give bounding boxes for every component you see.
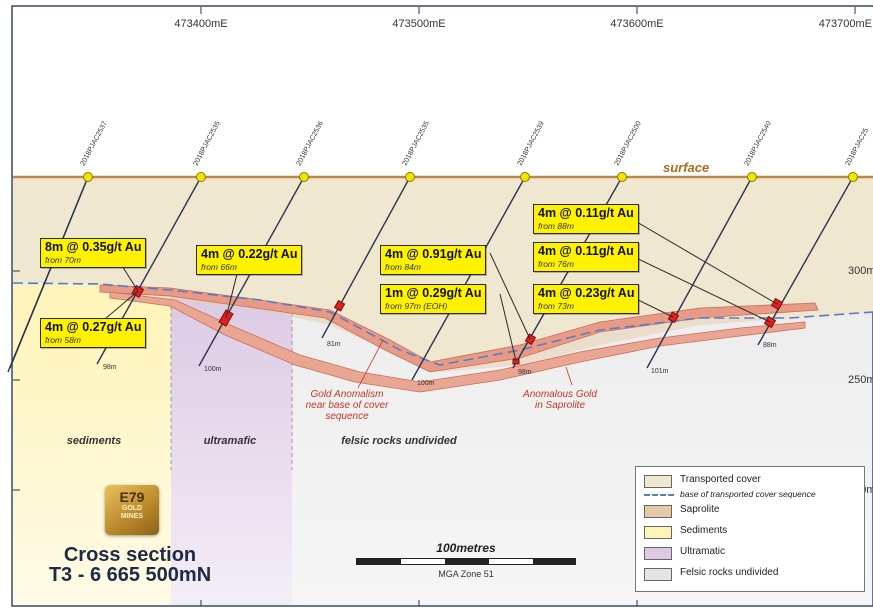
intercept-grade-3: 4m @ 0.22g/t Au xyxy=(201,247,298,261)
ultramafic-domain xyxy=(171,285,292,605)
intercept-box-4: 4m @ 0.91g/t Au from 84m xyxy=(380,245,487,275)
intercept-grade-4: 4m @ 0.91g/t Au xyxy=(385,247,482,261)
drill-hole-7 xyxy=(646,176,753,369)
title-line-1: Cross section xyxy=(63,544,197,566)
leader-7 xyxy=(629,254,771,323)
title-line-2: T3 - 6 665 500mN xyxy=(48,564,212,586)
legend-swatch-saprolite xyxy=(644,505,672,518)
intercept-grade-8: 4m @ 0.23g/t Au xyxy=(538,286,635,300)
rl-label-250: 250m xyxy=(848,374,873,386)
collar-5 xyxy=(520,172,530,182)
legend-label-ultramafic: Ultramatic xyxy=(680,546,726,557)
gold-anomalism-label-1: Gold Anomalism xyxy=(311,389,384,400)
legend-swatch-felsic xyxy=(644,568,672,581)
scale-graphic xyxy=(356,558,576,565)
company-logo: E79 GOLD MINES xyxy=(105,485,159,535)
intercept-box-1: 8m @ 0.35g/t Au from 70m xyxy=(40,238,147,268)
intercept-grade-1: 8m @ 0.35g/t Au xyxy=(45,240,142,254)
scale-zone: MGA Zone 51 xyxy=(438,569,494,579)
anomalous-gold-label-2: in Saprolite xyxy=(535,400,585,411)
interval-3 xyxy=(333,299,346,312)
drill-hole-4 xyxy=(321,176,411,339)
drill-hole-1 xyxy=(7,176,89,373)
intercept-from-2: from 58m xyxy=(45,335,81,345)
legend-label-base: base of transported cover sequence xyxy=(680,489,816,499)
collar-1 xyxy=(83,172,93,182)
collar-4 xyxy=(405,172,415,182)
leader-4 xyxy=(489,252,531,340)
legend-swatch-ultramafic xyxy=(644,547,672,560)
base-of-cover-line xyxy=(12,282,873,366)
upper-anomaly-band xyxy=(99,284,819,373)
easting-label-1: 473400mE xyxy=(174,18,227,30)
easting-label-2: 473500mE xyxy=(392,18,445,30)
intercept-box-5: 1m @ 0.29g/t Au from 97m (EOH) xyxy=(380,284,487,314)
collar-8 xyxy=(848,172,858,182)
intercept-from-1: from 70m xyxy=(45,255,81,265)
intercept-grade-7: 4m @ 0.11g/t Au xyxy=(538,244,634,258)
intercept-box-2: 4m @ 0.27g/t Au from 58m xyxy=(40,318,147,348)
easting-label-4: 473700mE xyxy=(819,18,872,30)
legend: Transported cover base of transported co… xyxy=(635,466,865,592)
drill-hole-8 xyxy=(757,176,854,346)
hole-depth-7: 88m xyxy=(763,342,777,349)
lith-sediments-label: sediments xyxy=(67,435,121,447)
intercept-box-6: 4m @ 0.11g/t Au from 88m xyxy=(533,204,639,234)
intercept-grade-6: 4m @ 0.11g/t Au xyxy=(538,206,634,220)
lith-ultramafic-label: ultramafic xyxy=(204,435,257,447)
collar-6 xyxy=(617,172,627,182)
hole-depth-4: 100m xyxy=(417,380,435,387)
intercept-from-5: from 97m (EOH) xyxy=(385,301,448,311)
legend-swatch-sediments xyxy=(644,526,672,539)
intercept-box-8: 4m @ 0.23g/t Au from 73m xyxy=(533,284,640,314)
drill-hole-5 xyxy=(411,176,526,381)
intercept-box-7: 4m @ 0.11g/t Au from 76m xyxy=(533,242,639,272)
logo-code: E79 xyxy=(119,489,145,505)
hole-depth-3: 81m xyxy=(327,341,341,348)
legend-label-sediments: Sediments xyxy=(680,525,728,536)
scale-label: 100metres xyxy=(436,541,496,555)
intercept-box-3: 4m @ 0.22g/t Au from 66m xyxy=(196,245,303,275)
logo-line-2: MINES xyxy=(120,513,144,520)
air-zone xyxy=(13,7,873,177)
legend-label-felsic: Felsic rocks undivided xyxy=(680,567,779,578)
intercept-from-6: from 88m xyxy=(538,221,574,231)
intercept-grade-5: 1m @ 0.29g/t Au xyxy=(385,286,482,300)
lower-anomaly-band xyxy=(109,291,806,393)
gold-anomalism-pointer xyxy=(357,339,384,389)
hole-depth-1: 98m xyxy=(103,364,117,371)
intercept-from-7: from 76m xyxy=(538,259,574,269)
hole-depth-2: 100m xyxy=(204,366,222,373)
interval-4 xyxy=(524,333,537,346)
rl-label-300: 300m xyxy=(848,265,873,277)
easting-label-3: 473600mE xyxy=(610,18,663,30)
figure-title: Cross section T3 - 6 665 500mN xyxy=(30,545,230,585)
lith-felsic-label: felsic rocks undivided xyxy=(341,435,457,447)
legend-label-transported: Transported cover xyxy=(680,474,761,485)
gold-anomalism-label-2: near base of cover xyxy=(306,400,389,411)
anomalous-gold-pointer xyxy=(565,366,573,386)
intercept-from-3: from 66m xyxy=(201,262,237,272)
anomalous-gold-label-1: Anomalous Gold xyxy=(522,389,597,400)
hole-depth-6: 101m xyxy=(651,368,669,375)
intercept-grade-2: 4m @ 0.27g/t Au xyxy=(45,320,142,334)
collar-2 xyxy=(196,172,206,182)
legend-swatch-transported xyxy=(644,475,672,488)
leader-6 xyxy=(629,217,778,305)
collar-3 xyxy=(299,172,309,182)
legend-label-saprolite: Saprolite xyxy=(680,504,720,515)
gold-anomalism-label-3: sequence xyxy=(325,411,369,422)
intercept-from-4: from 84m xyxy=(385,262,421,272)
legend-dash-base xyxy=(644,494,674,496)
collar-7 xyxy=(747,172,757,182)
hole-depth-5: 98m xyxy=(518,369,532,376)
leader-5 xyxy=(499,293,517,362)
logo-line-1: GOLD xyxy=(121,505,143,512)
surface-label: surface xyxy=(663,160,709,175)
intercept-from-8: from 73m xyxy=(538,301,574,311)
